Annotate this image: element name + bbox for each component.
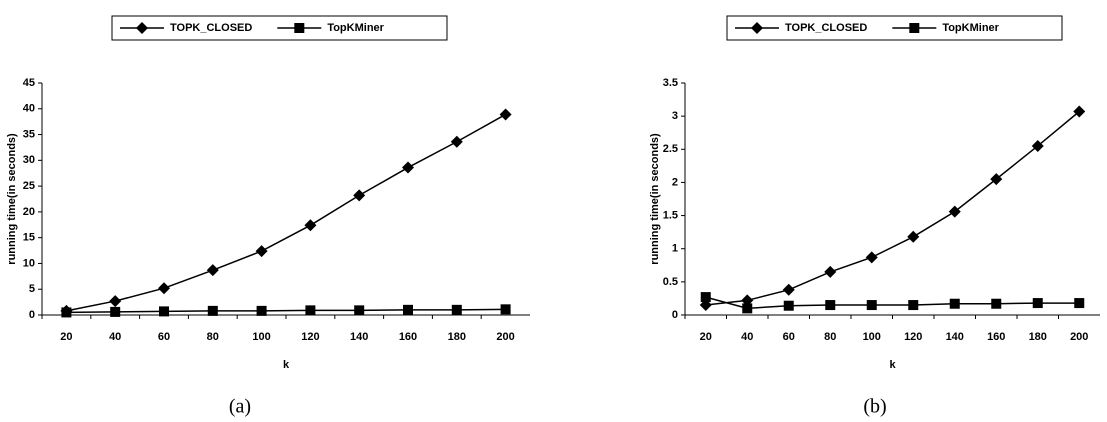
x-tick-label: 140 <box>350 331 368 343</box>
x-tick-label: 200 <box>496 331 514 343</box>
y-axis-label: running time(in seconds) <box>6 133 18 265</box>
marker-square <box>825 300 835 310</box>
marker-square <box>908 300 918 310</box>
series-line <box>706 112 1080 306</box>
x-tick-label: 160 <box>399 331 417 343</box>
series-line <box>66 114 505 310</box>
x-tick-label: 40 <box>109 331 121 343</box>
marker-diamond <box>402 162 414 174</box>
x-tick-label: 160 <box>987 331 1005 343</box>
y-tick-label: 30 <box>23 154 35 166</box>
marker-square <box>208 306 218 316</box>
caption: (a) <box>229 396 251 418</box>
y-tick-label: 25 <box>23 180 35 192</box>
marker-diamond <box>256 245 268 257</box>
y-tick-label: 0 <box>672 309 678 321</box>
y-tick-label: 20 <box>23 206 35 218</box>
y-tick-label: 10 <box>23 257 35 269</box>
marker-square <box>1074 298 1084 308</box>
y-tick-label: 3 <box>672 110 678 122</box>
y-tick-label: 1 <box>672 243 678 255</box>
marker-diamond <box>304 219 316 231</box>
marker-square <box>61 307 71 317</box>
marker-square <box>159 306 169 316</box>
x-tick-label: 180 <box>448 331 466 343</box>
marker-square <box>991 299 1001 309</box>
legend-label: TopKMiner <box>327 22 384 34</box>
y-tick-label: 35 <box>23 128 35 140</box>
y-tick-label: 15 <box>23 232 35 244</box>
marker-square <box>257 306 267 316</box>
marker-square <box>305 305 315 315</box>
x-tick-label: 40 <box>741 331 753 343</box>
x-tick-label: 120 <box>904 331 922 343</box>
y-tick-label: 5 <box>29 283 35 295</box>
x-axis-label: k <box>889 359 896 371</box>
x-axis-label: k <box>283 359 290 371</box>
marker-square <box>950 299 960 309</box>
marker-diamond <box>109 295 121 307</box>
y-tick-label: 1.5 <box>663 209 678 221</box>
marker-diamond <box>866 251 878 263</box>
legend-label: TOPK_CLOSED <box>170 22 252 34</box>
marker-square <box>909 23 919 33</box>
series-line <box>66 309 505 312</box>
marker-square <box>501 304 511 314</box>
x-tick-label: 140 <box>946 331 964 343</box>
x-tick-label: 80 <box>207 331 219 343</box>
marker-diamond <box>824 266 836 278</box>
y-tick-label: 3.5 <box>663 77 678 89</box>
x-tick-label: 60 <box>783 331 795 343</box>
y-tick-label: 40 <box>23 103 35 115</box>
x-tick-label: 20 <box>700 331 712 343</box>
marker-diamond <box>353 189 365 201</box>
y-tick-label: 0 <box>29 309 35 321</box>
marker-square <box>784 301 794 311</box>
y-tick-label: 2 <box>672 176 678 188</box>
series-line <box>706 297 1080 308</box>
y-tick-label: 45 <box>23 77 35 89</box>
marker-square <box>403 305 413 315</box>
marker-square <box>294 23 304 33</box>
marker-diamond <box>207 264 219 276</box>
x-tick-label: 60 <box>158 331 170 343</box>
marker-square <box>701 292 711 302</box>
marker-square <box>110 307 120 317</box>
marker-diamond <box>783 284 795 296</box>
marker-diamond <box>907 231 919 243</box>
y-tick-label: 2.5 <box>663 143 678 155</box>
x-tick-label: 120 <box>301 331 319 343</box>
caption: (b) <box>863 396 886 418</box>
x-tick-label: 180 <box>1029 331 1047 343</box>
x-tick-label: 20 <box>60 331 72 343</box>
x-tick-label: 200 <box>1070 331 1088 343</box>
x-tick-label: 100 <box>252 331 270 343</box>
marker-square <box>1033 298 1043 308</box>
marker-diamond <box>158 282 170 294</box>
x-tick-label: 100 <box>863 331 881 343</box>
legend-label: TOPK_CLOSED <box>785 22 867 34</box>
y-tick-label: 0.5 <box>663 276 678 288</box>
marker-square <box>452 305 462 315</box>
y-axis-label: running time(in seconds) <box>649 133 661 265</box>
marker-diamond <box>500 108 512 120</box>
x-tick-label: 80 <box>824 331 836 343</box>
marker-square <box>354 305 364 315</box>
marker-square <box>742 303 752 313</box>
marker-square <box>867 300 877 310</box>
figure: 0510152025303540452040608010012014016018… <box>0 0 1107 422</box>
marker-diamond <box>451 136 463 148</box>
legend-label: TopKMiner <box>942 22 999 34</box>
